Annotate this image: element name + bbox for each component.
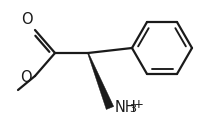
- Text: O: O: [21, 12, 33, 27]
- Text: 3: 3: [129, 104, 136, 114]
- Text: NH: NH: [115, 99, 137, 114]
- Text: +: +: [134, 97, 144, 110]
- Text: O: O: [20, 70, 32, 86]
- Polygon shape: [88, 53, 114, 110]
